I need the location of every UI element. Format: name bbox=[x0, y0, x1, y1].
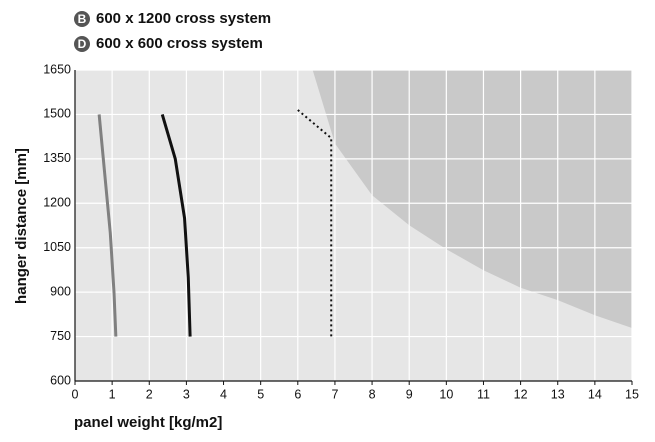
x-tick-label: 7 bbox=[331, 387, 338, 401]
y-tick-label: 600 bbox=[50, 373, 71, 387]
x-tick-label: 10 bbox=[439, 387, 453, 401]
x-tick-label: 14 bbox=[588, 387, 602, 401]
y-tick-label: 900 bbox=[50, 284, 71, 298]
x-tick-label: 6 bbox=[294, 387, 301, 401]
legend-label: 600 x 1200 cross system bbox=[96, 10, 271, 27]
x-tick-label: 12 bbox=[514, 387, 528, 401]
x-tick-label: 1 bbox=[109, 387, 116, 401]
x-tick-label: 9 bbox=[406, 387, 413, 401]
y-tick-label: 1200 bbox=[43, 196, 71, 210]
x-tick-label: 0 bbox=[72, 387, 79, 401]
x-tick-label: 8 bbox=[369, 387, 376, 401]
x-tick-label: 5 bbox=[257, 387, 264, 401]
series-line bbox=[97, 114, 118, 337]
legend-badge-letter: B bbox=[78, 12, 87, 26]
y-tick-label: 750 bbox=[50, 329, 71, 343]
x-tick-label: 4 bbox=[220, 387, 227, 401]
x-tick-label: 11 bbox=[477, 387, 490, 401]
y-tick-label: 1500 bbox=[43, 107, 71, 121]
y-tick-label: 1350 bbox=[43, 151, 71, 165]
y-tick-label: 1650 bbox=[43, 62, 71, 76]
x-tick-label: 15 bbox=[625, 387, 639, 401]
legend-badge bbox=[74, 11, 90, 27]
series-line bbox=[297, 109, 333, 337]
y-tick-label: 1050 bbox=[43, 240, 71, 254]
x-tick-label: 3 bbox=[183, 387, 190, 401]
legend-label: 600 x 600 cross system bbox=[96, 35, 263, 52]
series-line bbox=[160, 114, 192, 337]
x-axis-label: panel weight [kg/m2] bbox=[74, 414, 222, 431]
x-tick-label: 2 bbox=[146, 387, 153, 401]
legend-badge bbox=[74, 36, 90, 52]
legend-badge-letter: D bbox=[78, 37, 87, 51]
x-tick-label: 13 bbox=[551, 387, 565, 401]
y-axis-label: hanger distance [mm] bbox=[13, 148, 30, 304]
shaded-area bbox=[312, 70, 632, 328]
